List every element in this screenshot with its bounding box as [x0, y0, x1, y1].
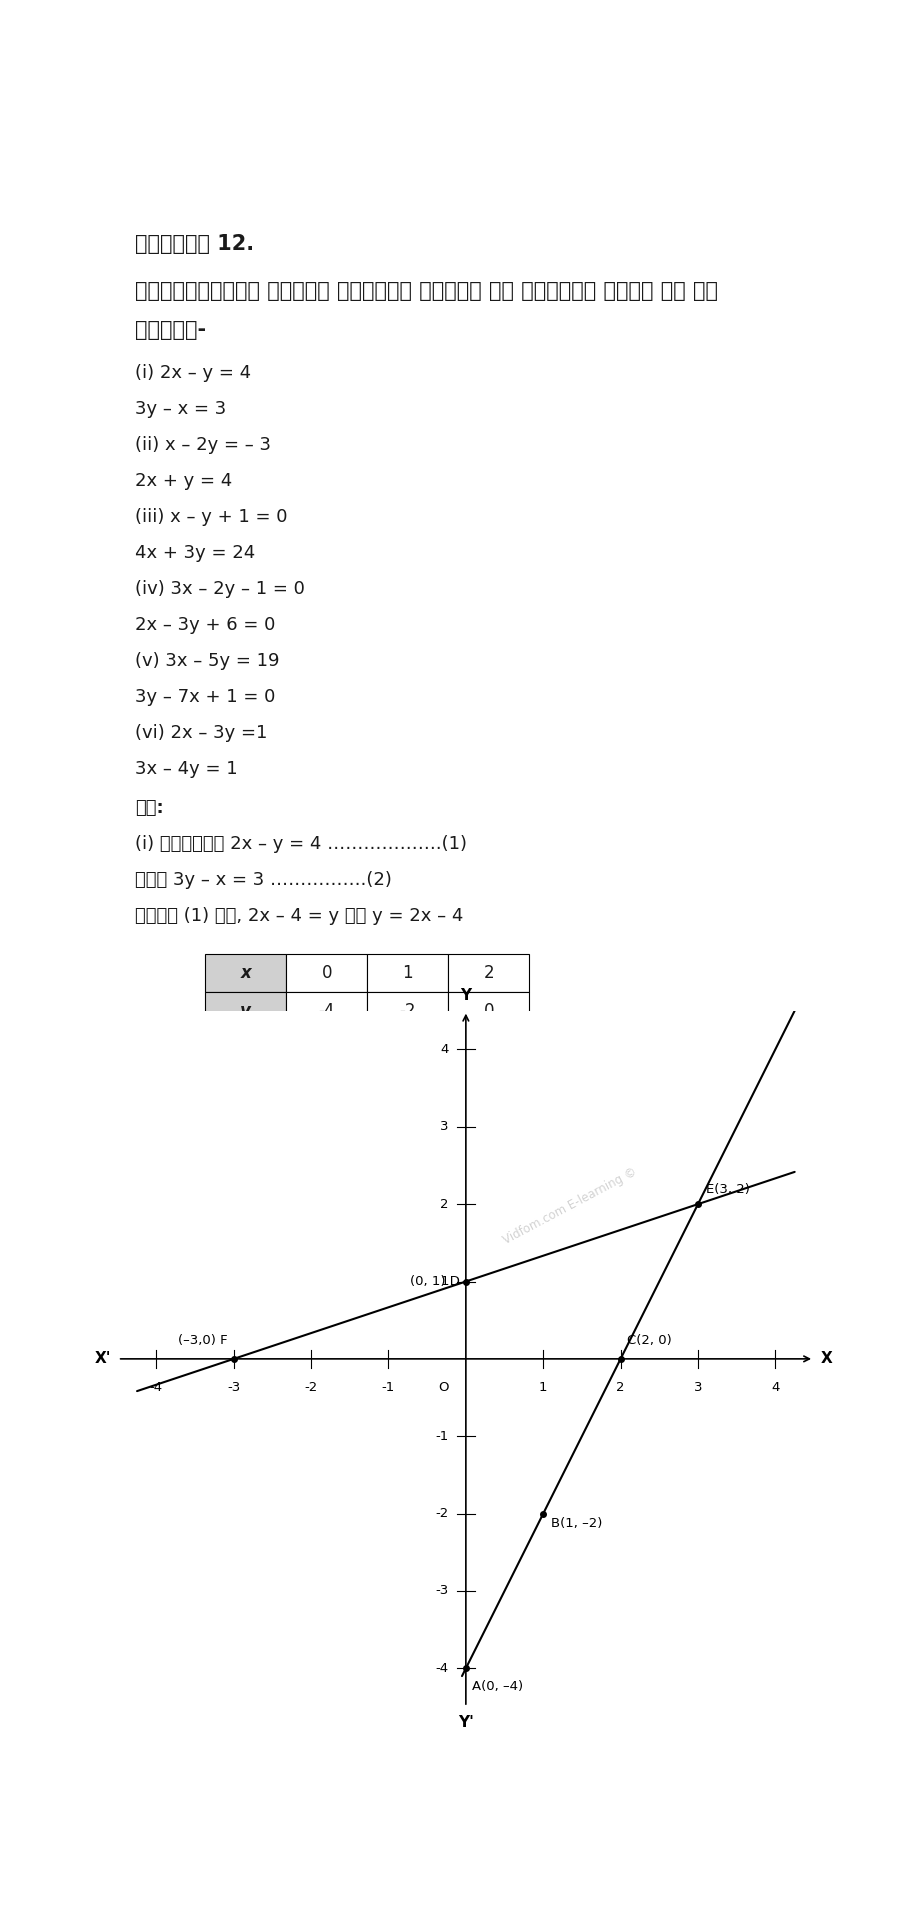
- Text: 3: 3: [403, 1160, 413, 1178]
- Bar: [205, 1149, 286, 1187]
- Bar: [367, 953, 448, 992]
- Text: E(3, 2): E(3, 2): [705, 1183, 750, 1197]
- Text: -4: -4: [150, 1381, 163, 1394]
- Text: 1: 1: [322, 1199, 332, 1216]
- Text: C(2, 0): C(2, 0): [627, 1335, 672, 1346]
- Bar: [448, 1187, 529, 1226]
- Text: (–3,0) F: (–3,0) F: [178, 1335, 227, 1346]
- Text: 1: 1: [403, 965, 413, 982]
- Text: या: या: [135, 1091, 156, 1111]
- Text: कीजिए-: कीजिए-: [135, 320, 205, 339]
- Text: 0: 0: [484, 1003, 494, 1020]
- Text: Vidfom.com E-learning ©: Vidfom.com E-learning ©: [501, 1164, 639, 1247]
- Text: 0: 0: [322, 965, 332, 982]
- Text: x: x: [240, 1160, 251, 1178]
- Text: A(0, –4): A(0, –4): [472, 1680, 524, 1694]
- Text: X': X': [95, 1352, 112, 1366]
- Text: Y': Y': [458, 1715, 474, 1730]
- Bar: [367, 1149, 448, 1187]
- Text: 1: 1: [539, 1381, 547, 1394]
- Text: (iv) 3x – 2y – 1 = 0: (iv) 3x – 2y – 1 = 0: [135, 579, 305, 598]
- Text: -2: -2: [435, 1508, 449, 1521]
- Text: (iii) x – y + 1 = 0: (iii) x – y + 1 = 0: [135, 508, 287, 526]
- Text: 3x – 4y = 1: 3x – 4y = 1: [135, 760, 237, 777]
- Text: (ii) x – 2y = – 3: (ii) x – 2y = – 3: [135, 435, 271, 453]
- Text: -4: -4: [318, 1003, 335, 1020]
- Text: (v) 3x – 5y = 19: (v) 3x – 5y = 19: [135, 652, 279, 669]
- Text: 4: 4: [441, 1043, 449, 1057]
- Text: 2: 2: [440, 1197, 449, 1210]
- Bar: [286, 1149, 367, 1187]
- Bar: [205, 1187, 286, 1226]
- Text: 2: 2: [484, 965, 494, 982]
- Text: X: X: [820, 1352, 832, 1366]
- Text: 1: 1: [440, 1275, 449, 1289]
- Text: (vi) 2x – 3y =1: (vi) 2x – 3y =1: [135, 723, 267, 742]
- Text: 3: 3: [694, 1381, 703, 1394]
- Bar: [205, 953, 286, 992]
- Text: -3: -3: [227, 1381, 240, 1394]
- Text: -2: -2: [399, 1003, 416, 1020]
- Bar: [448, 953, 529, 992]
- Text: Y: Y: [460, 988, 472, 1003]
- Text: 2: 2: [616, 1381, 624, 1394]
- Bar: [286, 992, 367, 1030]
- Text: -4: -4: [435, 1661, 449, 1674]
- Text: 3y = 3 + x: 3y = 3 + x: [465, 1053, 563, 1070]
- Text: 0: 0: [322, 1160, 332, 1178]
- Text: 4x + 3y = 24: 4x + 3y = 24: [135, 543, 255, 562]
- Bar: [286, 953, 367, 992]
- Text: 2x + y = 4: 2x + y = 4: [135, 472, 232, 489]
- Text: 2x – 3y + 6 = 0: 2x – 3y + 6 = 0: [135, 616, 275, 633]
- Text: 3: 3: [440, 1120, 449, 1134]
- Text: y: y: [240, 1003, 251, 1020]
- Text: -1: -1: [435, 1429, 449, 1442]
- Text: (i) 2x – y = 4: (i) 2x – y = 4: [135, 364, 251, 382]
- Text: निम्नलिखित रैखिक समीकरण निकाय को आलेखीय विधि से हल: निम्नलिखित रैखिक समीकरण निकाय को आलेखीय …: [135, 280, 718, 301]
- Text: 3y – 7x + 1 = 0: 3y – 7x + 1 = 0: [135, 687, 275, 706]
- Text: -3: -3: [481, 1160, 497, 1178]
- Text: x: x: [240, 965, 251, 982]
- Bar: [286, 1187, 367, 1226]
- Bar: [448, 1149, 529, 1187]
- Text: समी। (1) से, 2x – 4 = y या y = 2x – 4: समी। (1) से, 2x – 4 = y या y = 2x – 4: [135, 907, 463, 924]
- Text: तथा 3y – x = 3 …………….(2): तथा 3y – x = 3 …………….(2): [135, 871, 392, 890]
- Bar: [367, 1187, 448, 1226]
- Text: 0: 0: [484, 1199, 494, 1216]
- Text: (i) समीकरण 2x – y = 4 ……………….(1): (i) समीकरण 2x – y = 4 ……………….(1): [135, 834, 466, 854]
- Text: -1: -1: [382, 1381, 395, 1394]
- Text: 2: 2: [403, 1199, 413, 1216]
- Text: -2: -2: [305, 1381, 318, 1394]
- Text: B(1, –2): B(1, –2): [551, 1517, 603, 1531]
- Text: हल:: हल:: [135, 800, 164, 817]
- Bar: [448, 992, 529, 1030]
- Bar: [205, 992, 286, 1030]
- Bar: [367, 992, 448, 1030]
- Text: 4: 4: [771, 1381, 780, 1394]
- Text: $y = \dfrac{3+x}{3}$: $y = \dfrac{3+x}{3}$: [465, 1091, 545, 1128]
- Text: -3: -3: [435, 1584, 449, 1598]
- Text: (0, 1) D: (0, 1) D: [410, 1275, 460, 1289]
- Text: 3y – x = 3: 3y – x = 3: [135, 399, 226, 418]
- Text: समी। (2) से,: समी। (2) से,: [135, 1053, 242, 1070]
- Text: y: y: [240, 1199, 251, 1216]
- Text: प्रश्न 12.: प्रश्न 12.: [135, 234, 254, 253]
- Text: O: O: [438, 1381, 449, 1394]
